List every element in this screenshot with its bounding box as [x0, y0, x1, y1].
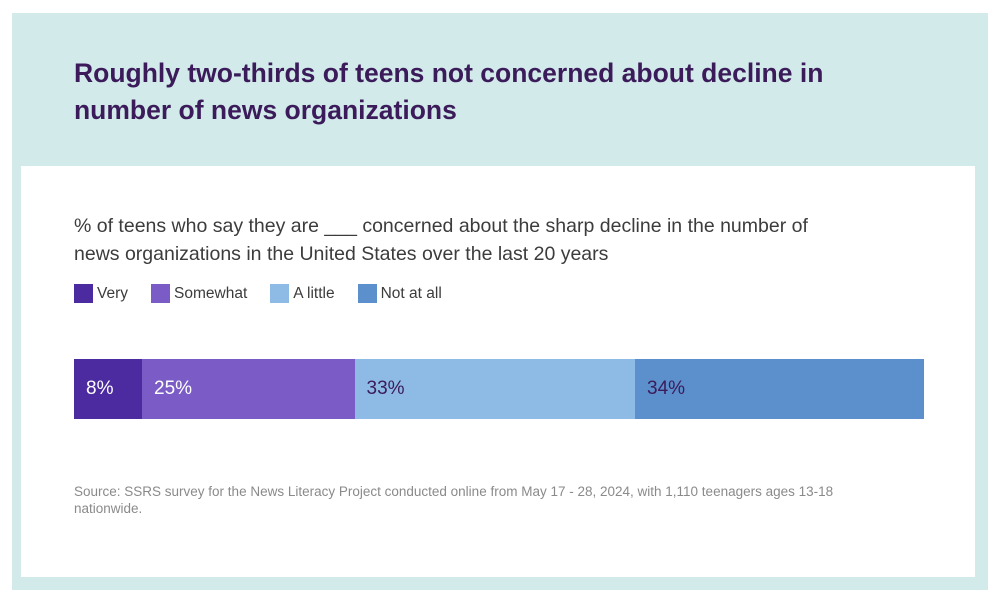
legend-swatch-somewhat [151, 284, 171, 303]
source-note: Source: SSRS survey for the News Literac… [74, 484, 834, 516]
legend-label-somewhat: Somewhat [174, 284, 248, 302]
bar-segment-not-at-all: 34% [635, 359, 924, 419]
data-label-not-at-all: 34% [647, 378, 686, 399]
legend-item-very: Very [74, 284, 128, 303]
legend-item-somewhat: Somewhat [151, 284, 247, 303]
chart-title: Roughly two-thirds of teens not concerne… [74, 58, 824, 125]
legend-swatch-a-little [270, 284, 290, 303]
bar-segment-a-little: 33% [354, 359, 635, 419]
legend-label-a-little: A little [293, 284, 335, 302]
legend-item-not-at-all: Not at all [357, 284, 442, 303]
data-label-somewhat: 25% [154, 378, 193, 399]
legend-item-a-little: A little [270, 284, 335, 303]
chart-frame: Roughly two-thirds of teens not concerne… [12, 13, 988, 590]
legend-swatch-very [74, 284, 93, 303]
legend-swatch-not-at-all [357, 284, 377, 303]
data-label-very: 8% [86, 378, 114, 399]
bar-segment-somewhat: 25% [142, 359, 355, 419]
legend: Very Somewhat A little Not at all [74, 284, 465, 303]
data-label-a-little: 33% [366, 378, 405, 399]
stacked-bar: 8% 25% 33% 34% [74, 359, 924, 419]
bar-segment-very: 8% [74, 359, 142, 419]
legend-label-not-at-all: Not at all [380, 284, 442, 302]
legend-label-very: Very [97, 284, 129, 302]
chart-panel: % of teens who say they are ___ concerne… [21, 166, 975, 577]
chart-subtitle: % of teens who say they are ___ concerne… [74, 215, 808, 265]
